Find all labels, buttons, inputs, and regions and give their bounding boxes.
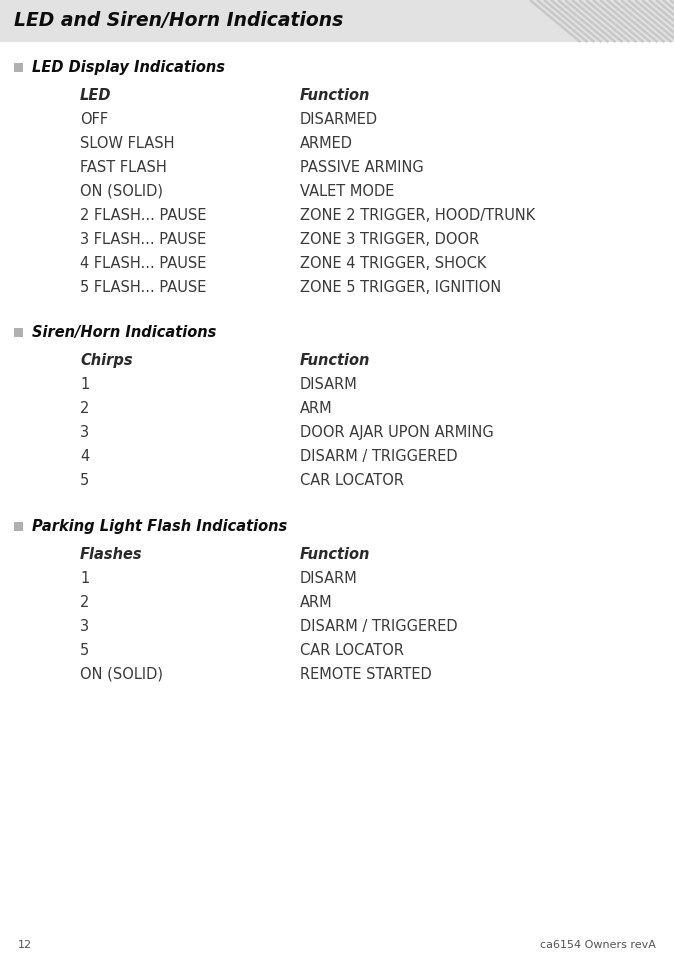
Text: Chirps: Chirps [80, 353, 133, 368]
Text: VALET MODE: VALET MODE [300, 184, 394, 199]
Text: ON (SOLID): ON (SOLID) [80, 184, 163, 199]
Text: ON (SOLID): ON (SOLID) [80, 666, 163, 681]
Text: REMOTE STARTED: REMOTE STARTED [300, 666, 432, 681]
Text: ARM: ARM [300, 594, 333, 610]
Text: 5: 5 [80, 642, 89, 657]
Text: Function: Function [300, 546, 371, 562]
FancyBboxPatch shape [13, 522, 22, 530]
Text: 5 FLASH... PAUSE: 5 FLASH... PAUSE [80, 279, 206, 295]
Text: 1: 1 [80, 570, 89, 586]
FancyBboxPatch shape [13, 63, 22, 72]
Text: LED Display Indications: LED Display Indications [32, 60, 225, 75]
Text: LED and Siren/Horn Indications: LED and Siren/Horn Indications [14, 11, 343, 31]
Text: ZONE 3 TRIGGER, DOOR: ZONE 3 TRIGGER, DOOR [300, 232, 479, 247]
Text: 3 FLASH... PAUSE: 3 FLASH... PAUSE [80, 232, 206, 247]
Text: ARM: ARM [300, 401, 333, 416]
Text: Function: Function [300, 88, 371, 102]
Text: 5: 5 [80, 473, 89, 488]
Text: Flashes: Flashes [80, 546, 143, 562]
Text: DOOR AJAR UPON ARMING: DOOR AJAR UPON ARMING [300, 425, 494, 440]
Text: DISARM / TRIGGERED: DISARM / TRIGGERED [300, 449, 458, 464]
FancyBboxPatch shape [0, 0, 674, 42]
Text: 4 FLASH... PAUSE: 4 FLASH... PAUSE [80, 256, 206, 271]
Text: CAR LOCATOR: CAR LOCATOR [300, 473, 404, 488]
Text: DISARM / TRIGGERED: DISARM / TRIGGERED [300, 618, 458, 634]
Text: 2: 2 [80, 401, 90, 416]
Text: Function: Function [300, 353, 371, 368]
Text: 3: 3 [80, 618, 89, 634]
Text: Parking Light Flash Indications: Parking Light Flash Indications [32, 519, 287, 534]
Text: FAST FLASH: FAST FLASH [80, 160, 166, 175]
Text: ARMED: ARMED [300, 136, 353, 151]
Text: DISARMED: DISARMED [300, 112, 378, 127]
Text: DISARM: DISARM [300, 570, 358, 586]
Text: OFF: OFF [80, 112, 108, 127]
Text: 4: 4 [80, 449, 89, 464]
Text: LED: LED [80, 88, 111, 102]
Text: 1: 1 [80, 377, 89, 392]
Text: Siren/Horn Indications: Siren/Horn Indications [32, 325, 216, 340]
Text: CAR LOCATOR: CAR LOCATOR [300, 642, 404, 657]
Text: 3: 3 [80, 425, 89, 440]
Text: 12: 12 [18, 940, 32, 950]
Text: ca6154 Owners revA: ca6154 Owners revA [540, 940, 656, 950]
Text: DISARM: DISARM [300, 377, 358, 392]
Text: ZONE 5 TRIGGER, IGNITION: ZONE 5 TRIGGER, IGNITION [300, 279, 501, 295]
Text: ZONE 2 TRIGGER, HOOD/TRUNK: ZONE 2 TRIGGER, HOOD/TRUNK [300, 208, 535, 223]
FancyBboxPatch shape [13, 328, 22, 337]
Text: 2: 2 [80, 594, 90, 610]
Text: 2 FLASH... PAUSE: 2 FLASH... PAUSE [80, 208, 206, 223]
Text: SLOW FLASH: SLOW FLASH [80, 136, 175, 151]
Text: ZONE 4 TRIGGER, SHOCK: ZONE 4 TRIGGER, SHOCK [300, 256, 487, 271]
Text: PASSIVE ARMING: PASSIVE ARMING [300, 160, 424, 175]
